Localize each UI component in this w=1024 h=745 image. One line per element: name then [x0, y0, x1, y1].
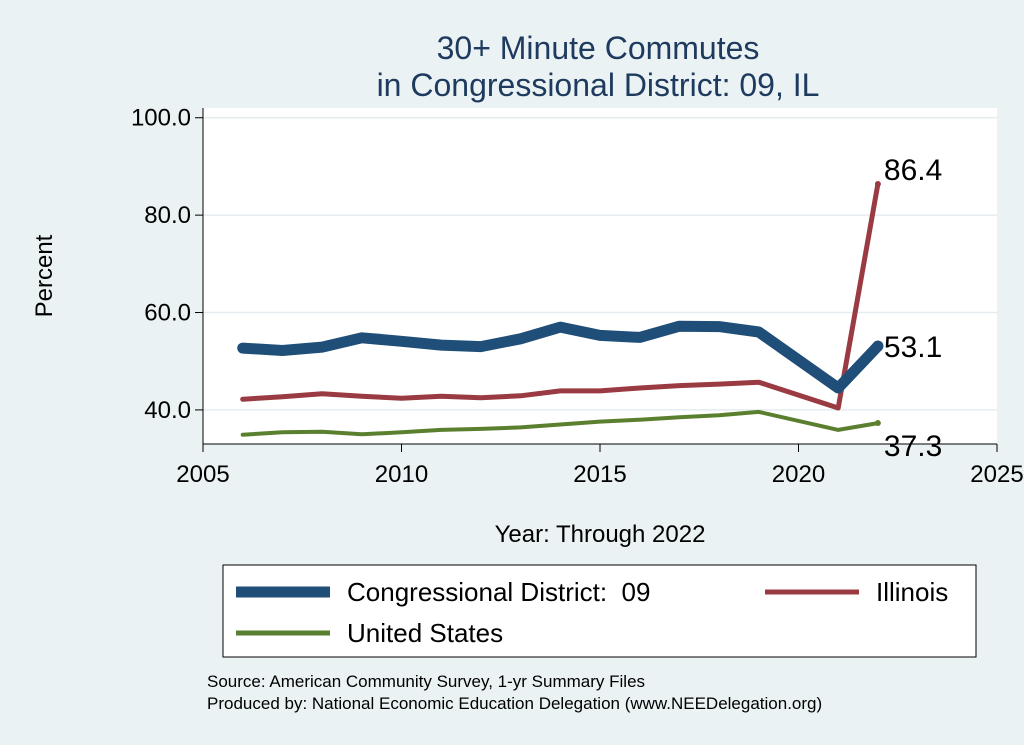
x-tick-label: 2020: [772, 461, 825, 488]
end-value-label-2: 37.3: [884, 430, 942, 463]
series-end-point-0: [872, 340, 884, 352]
y-tick-label: 60.0: [144, 300, 191, 327]
series-end-point-2: [874, 420, 881, 427]
y-axis-title: Percent: [31, 234, 58, 317]
y-tick-label: 100.0: [131, 105, 191, 132]
x-tick-label: 2010: [375, 461, 428, 488]
producer-note: Produced by: National Economic Education…: [207, 694, 822, 713]
end-value-label-0: 53.1: [884, 331, 942, 364]
axis-ticks: 40.0 60.0 80.0 100.0 2005 2010 2015 2020 2025: [131, 105, 1024, 488]
legend-box: [222, 564, 977, 658]
chart-title-line-1: 30+ Minute Commutes: [437, 30, 760, 66]
series-line-illinois: [240, 181, 881, 411]
y-tick-label: 40.0: [144, 397, 191, 424]
end-labels: 53.1 86.4 37.3: [884, 154, 942, 463]
y-tick-label: 80.0: [144, 202, 191, 229]
grid: [203, 116, 997, 411]
series-group: [237, 180, 884, 437]
x-tick-label: 2015: [573, 461, 626, 488]
legend-label-illinois: Illinois: [876, 577, 948, 607]
x-axis-title: Year: Through 2022: [495, 521, 706, 548]
series-line-congressional-district-09: [237, 320, 884, 394]
end-value-label-1: 86.4: [884, 154, 942, 187]
series-end-point-1: [874, 180, 881, 187]
x-tick-label: 2025: [970, 461, 1023, 488]
source-note: Source: American Community Survey, 1-yr …: [207, 672, 645, 691]
legend-label-united-states: United States: [347, 618, 503, 648]
series-line-united-states: [240, 409, 880, 437]
chart-title-line-2: in Congressional District: 09, IL: [377, 67, 820, 103]
x-tick-label: 2005: [176, 461, 229, 488]
plot-area: [203, 108, 997, 444]
legend-label-congressional-district: Congressional District: 09: [347, 577, 650, 607]
